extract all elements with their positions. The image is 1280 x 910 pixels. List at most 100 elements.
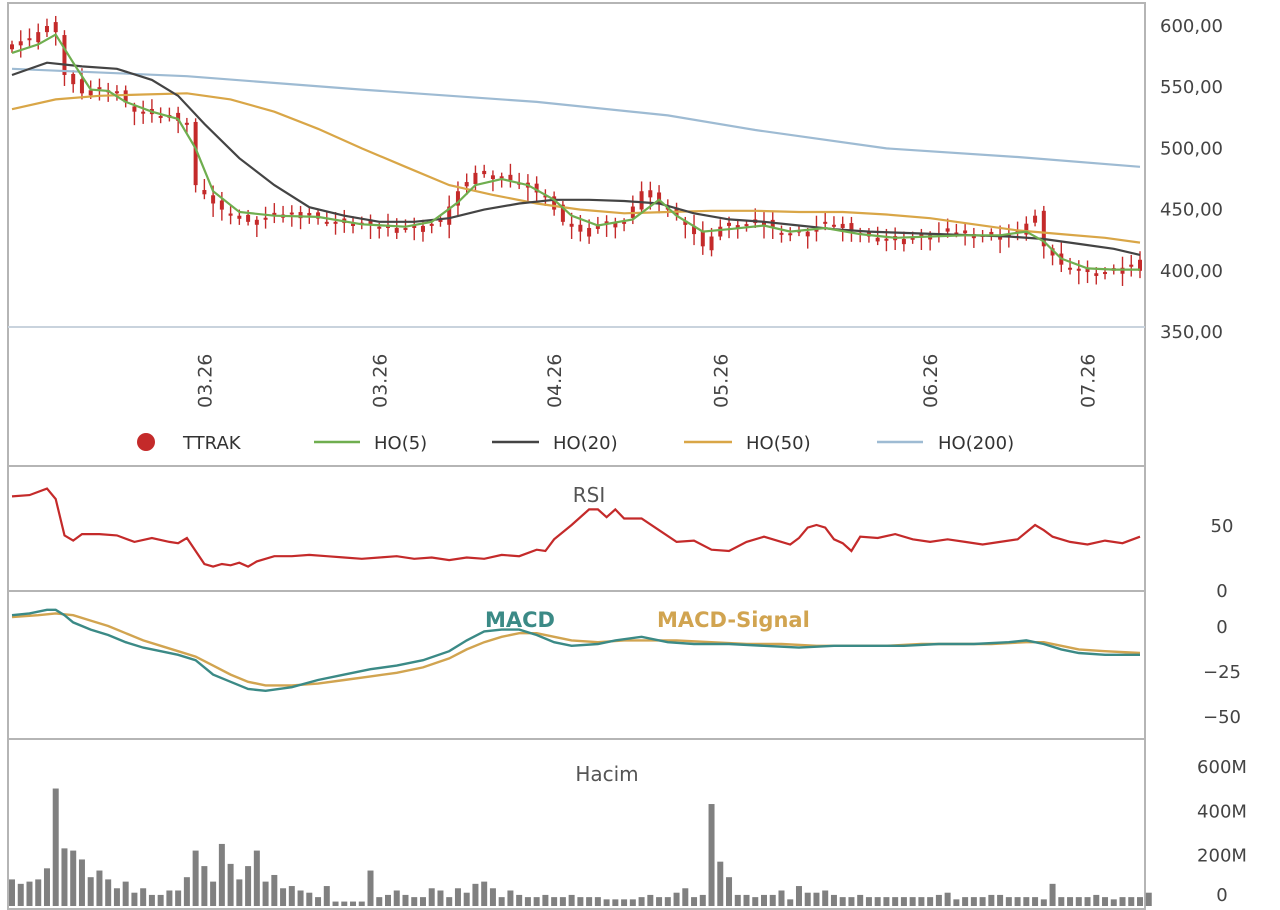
macd-signal-legend-label: MACD-Signal [657, 608, 810, 632]
volume-bar [944, 892, 951, 906]
candle-body [219, 200, 224, 210]
volume-bar [1110, 899, 1117, 906]
candle-body [901, 238, 906, 245]
candle-body [762, 221, 766, 226]
candle-body [298, 212, 303, 219]
volume-panel-frame [7, 738, 1146, 910]
date-tick-label: 03.26 [194, 354, 216, 408]
volume-y-tick-label: 200M [1197, 846, 1247, 867]
rsi-line [11, 487, 1141, 568]
candle-body [604, 221, 609, 224]
volume-bar [183, 877, 190, 906]
volume-bar [559, 897, 566, 906]
volume-bar [839, 897, 846, 906]
volume-bar [61, 848, 68, 906]
price-legend: TTRAK HO(5) HO(20) HO(50) HO(200) [137, 433, 1014, 454]
ho200-line [11, 67, 1141, 168]
candle-body [770, 219, 775, 228]
ho20-line [11, 61, 1141, 256]
candle-body [840, 223, 845, 228]
volume-bar [927, 897, 934, 906]
candle-body [36, 32, 41, 43]
candle-body [587, 227, 592, 237]
macd-y-tick-label: 0 [1216, 617, 1227, 638]
volume-bar [280, 888, 287, 906]
volume-bar [489, 888, 496, 906]
volume-bar [78, 859, 85, 906]
candle-body [62, 35, 67, 75]
candle-body [945, 228, 950, 232]
volume-bar [472, 883, 479, 906]
candle-body [193, 121, 198, 186]
candle-body [1024, 223, 1029, 235]
candle-body [998, 236, 1003, 240]
candle-body [875, 237, 880, 242]
candle-body [482, 170, 487, 175]
volume-bar [795, 886, 802, 906]
candle-body [1041, 210, 1046, 247]
volume-bar [35, 879, 42, 906]
legend-ttrak-label: TTRAK [182, 433, 242, 454]
candle-body [307, 213, 312, 216]
candle-body [368, 219, 373, 226]
candle-body [88, 90, 93, 96]
volume-bar [1145, 892, 1152, 906]
volume-bar [673, 892, 680, 906]
macd-y-tick-label: −25 [1203, 662, 1241, 683]
volume-bar [9, 879, 15, 906]
volume-bar [568, 894, 575, 906]
volume-bar [830, 894, 837, 906]
date-tick-label: 04.26 [544, 354, 566, 408]
candle-body [324, 221, 329, 224]
volume-bar [726, 877, 733, 906]
date-tick-label: 07.26 [1078, 354, 1100, 408]
volume-bar [323, 886, 330, 906]
volume-bar [769, 894, 776, 906]
volume-bar [402, 894, 409, 906]
volume-bar [586, 897, 593, 906]
volume-bar [192, 850, 199, 906]
candle-body [1129, 264, 1134, 267]
volume-bar [1137, 897, 1143, 906]
volume-bar [997, 894, 1004, 906]
volume-bar [962, 897, 969, 906]
volume-bar [533, 897, 540, 906]
candle-body [692, 225, 697, 235]
volume-bar [428, 888, 435, 906]
candle-body [648, 190, 653, 198]
volume-bar [542, 894, 549, 906]
volume-bar [848, 897, 855, 906]
volume-bar [454, 888, 461, 906]
candle-body [464, 182, 469, 187]
candle-body [543, 195, 548, 198]
candle-body [1050, 248, 1055, 256]
candle-body [1085, 267, 1090, 273]
price-y-tick-label: 450,00 [1160, 200, 1223, 221]
candle-body [44, 26, 49, 33]
volume-bar [350, 901, 357, 906]
volume-bar [411, 897, 418, 906]
volume-bar [218, 843, 225, 906]
volume-y-tick-label: 600M [1197, 757, 1247, 778]
macd-signal-line [11, 612, 1141, 687]
candle-body [184, 122, 189, 125]
volume-bar [446, 897, 453, 906]
candle-body [1006, 234, 1011, 237]
volume-bar [70, 850, 77, 906]
candle-body [246, 214, 251, 222]
candle-body [10, 44, 14, 50]
candle-body [805, 231, 810, 237]
volume-bar [629, 899, 636, 906]
candle-body [788, 233, 793, 236]
candle-body [394, 227, 399, 233]
volume-bar [594, 897, 601, 906]
volume-bar [621, 899, 628, 906]
candle-body [27, 38, 32, 41]
volume-bar [419, 897, 426, 906]
volume-bar [874, 897, 881, 906]
volume-bar [262, 881, 269, 906]
volume-bar [1040, 899, 1047, 906]
volume-bar [717, 861, 724, 906]
